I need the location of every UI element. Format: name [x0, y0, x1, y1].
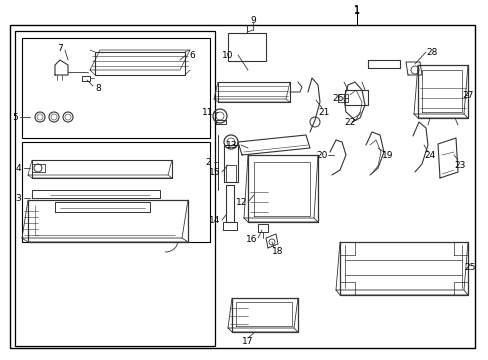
Text: 27: 27 — [461, 90, 473, 99]
Bar — [227, 33, 265, 61]
Text: 3: 3 — [15, 194, 21, 202]
Text: 10: 10 — [222, 50, 233, 59]
Text: 26: 26 — [332, 94, 343, 103]
Bar — [15, 31, 215, 346]
Text: 19: 19 — [382, 150, 393, 159]
Bar — [22, 38, 209, 138]
Text: 6: 6 — [189, 50, 195, 59]
Text: 15: 15 — [209, 167, 220, 176]
Text: 20: 20 — [316, 150, 327, 159]
Text: 14: 14 — [209, 216, 220, 225]
Text: 12: 12 — [236, 198, 247, 207]
Text: 16: 16 — [246, 235, 257, 244]
Text: 25: 25 — [464, 264, 475, 273]
Text: 21: 21 — [318, 108, 329, 117]
Text: 22: 22 — [344, 117, 355, 126]
Text: 24: 24 — [424, 150, 435, 159]
Text: 17: 17 — [242, 338, 253, 346]
Text: 4: 4 — [15, 163, 21, 172]
Text: 18: 18 — [272, 248, 283, 256]
Text: 28: 28 — [426, 48, 437, 57]
Text: 9: 9 — [250, 15, 255, 24]
Text: 23: 23 — [453, 161, 465, 170]
Text: 5: 5 — [12, 112, 18, 122]
Text: 8: 8 — [95, 84, 101, 93]
Text: 2: 2 — [205, 158, 210, 166]
Text: 13: 13 — [226, 140, 237, 149]
Bar — [22, 142, 209, 242]
Text: 7: 7 — [57, 44, 63, 53]
Text: 1: 1 — [353, 6, 359, 16]
Bar — [10, 25, 474, 348]
Text: 1: 1 — [353, 5, 359, 15]
Text: 11: 11 — [202, 108, 213, 117]
